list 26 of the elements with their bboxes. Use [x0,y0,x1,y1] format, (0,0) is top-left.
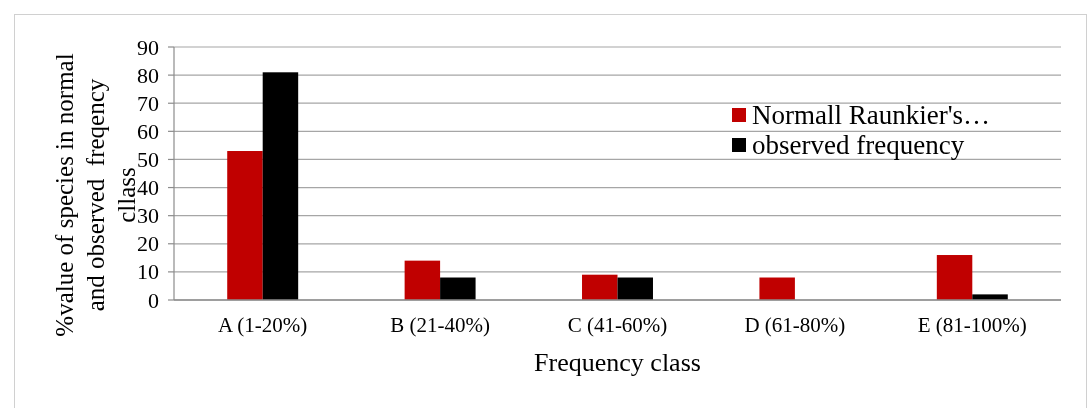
y-tick-label: 30 [137,203,159,229]
legend-label: Normall Raunkier's… [752,100,991,130]
y-tick-label: 20 [137,231,159,257]
x-tick-label: C (41-60%) [567,313,668,337]
y-tick-label: 60 [137,118,159,144]
legend-label: observed frequency [752,130,965,160]
x-tick-label: B (21-40%) [390,313,490,337]
y-tick-label: 80 [137,62,159,88]
y-tick-label: 50 [137,146,159,172]
x-tick-label: E (81-100%) [917,313,1027,337]
bar [617,277,653,300]
x-tick-label: D (61-80%) [744,313,846,337]
bar [936,255,973,300]
bar [440,277,476,300]
y-tick-label: 10 [137,259,159,285]
y-tick-label: 0 [148,287,159,313]
bar [972,294,1008,300]
y-tick-label: 70 [137,90,159,116]
x-tick-label: A (1-20%) [218,313,308,337]
bar [759,277,795,300]
bar [582,274,618,300]
y-tick-label: 90 [137,34,159,60]
bar [262,72,299,300]
bar [404,260,441,300]
bar [227,151,263,300]
x-axis-title: Frequency class [534,347,701,377]
